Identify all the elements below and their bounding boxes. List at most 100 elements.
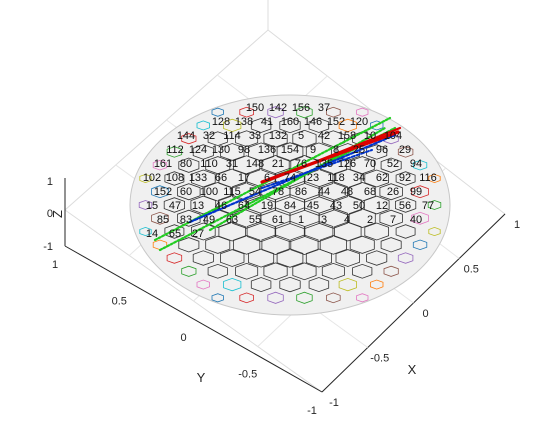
hex-cell — [261, 234, 290, 256]
hex-cell — [326, 106, 341, 118]
cell-label: 25 — [353, 144, 365, 156]
cell-label: 52 — [387, 158, 399, 170]
hex-cell — [196, 279, 211, 290]
hex-cell — [248, 142, 275, 162]
hex-cell — [383, 265, 399, 277]
cell-label: 144 — [177, 130, 195, 142]
hex-cell — [263, 262, 288, 281]
hex-cell — [275, 220, 305, 243]
cell-label: 133 — [189, 172, 207, 184]
hex-cell — [379, 209, 403, 227]
cell-label: 124 — [189, 144, 207, 156]
cell-label: 130 — [212, 144, 230, 156]
hex-cell — [163, 197, 186, 213]
hex-cell — [364, 222, 390, 241]
cell-label: 86 — [295, 186, 307, 198]
cell-label: 37 — [318, 102, 330, 114]
cell-label: 78 — [272, 186, 284, 198]
hex-cell — [369, 279, 384, 290]
cell-label: 128 — [212, 116, 230, 128]
hex-cell — [380, 237, 402, 253]
hex-cell — [338, 118, 357, 133]
cell-label: 12 — [376, 200, 388, 212]
hex-cell — [428, 226, 441, 237]
hex-cell — [397, 252, 414, 264]
cell-label: 66 — [215, 172, 227, 184]
cell-label: 98 — [238, 144, 250, 156]
cell-label: 85 — [157, 214, 169, 226]
hex-cell — [205, 156, 231, 175]
cell-label: 148 — [246, 158, 264, 170]
cell-label: 31 — [226, 158, 238, 170]
hex-cell — [181, 133, 197, 145]
cell-label: 32 — [203, 130, 215, 142]
hex-cell — [190, 169, 216, 188]
hex-cell — [411, 185, 429, 199]
hex-cell — [223, 277, 242, 292]
hex-cell — [352, 263, 373, 279]
hex-cell — [349, 156, 375, 175]
hex-cell — [397, 146, 414, 158]
hex-cell — [177, 183, 201, 201]
cell-label: 42 — [318, 130, 330, 142]
cell-label: 8 — [333, 144, 339, 156]
hex-cell — [276, 142, 304, 162]
cell-label: 2 — [367, 214, 373, 226]
cell-label: 21 — [272, 158, 284, 170]
cell-label: 19 — [261, 200, 273, 212]
hex-cell — [305, 248, 332, 268]
hex-cell — [250, 277, 272, 293]
hex-cell — [248, 248, 275, 268]
cell-label: 49 — [203, 214, 215, 226]
cell-label: 34 — [353, 172, 365, 184]
hex-cell — [276, 248, 304, 268]
hex-cell — [196, 120, 211, 131]
hex-cell — [192, 250, 214, 266]
cell-label: 43 — [330, 200, 342, 212]
hex-cell — [348, 181, 376, 202]
trajectories — [153, 116, 402, 252]
cell-label: 136 — [258, 144, 276, 156]
cell-label: 84 — [284, 200, 296, 212]
hex-cell — [290, 234, 319, 256]
cell-label: 41 — [261, 116, 273, 128]
hex-cell — [218, 194, 247, 216]
cell-label: 138 — [235, 116, 253, 128]
hex-cell — [364, 169, 390, 188]
hex-cell — [239, 292, 254, 304]
hex-cell — [152, 159, 168, 171]
hex-cell — [267, 106, 284, 119]
hex-cell — [166, 252, 183, 264]
hex-cell — [326, 292, 341, 304]
cell-label: 152 — [154, 186, 172, 198]
hex-cell — [223, 118, 242, 133]
hex-cell — [366, 144, 388, 160]
cell-label: 160 — [281, 116, 299, 128]
hex-cell — [239, 106, 254, 118]
hex-cell — [151, 185, 169, 199]
cell-label: 135 — [315, 158, 333, 170]
y-tick-label: -1 — [307, 405, 317, 417]
cell-label: 48 — [341, 186, 353, 198]
x-tick-label: 0 — [422, 308, 428, 320]
y-axis-label: Y — [197, 370, 206, 385]
hex-cell — [356, 293, 369, 303]
cell-label: 7 — [390, 214, 396, 226]
x-tick-label: -1 — [329, 397, 339, 409]
x-axis-label: X — [408, 362, 417, 377]
cell-label: 6 — [264, 172, 270, 184]
hex-cell — [292, 262, 317, 281]
hex-cell — [428, 173, 441, 184]
cell-label: 60 — [180, 186, 192, 198]
cell-label: 13 — [192, 200, 204, 212]
cell-label: 9 — [310, 144, 316, 156]
hex-cell — [211, 293, 224, 303]
hex-cell — [207, 131, 228, 147]
cell-label: 10 — [364, 130, 376, 142]
cell-label: 45 — [307, 200, 319, 212]
hex-cell — [369, 120, 384, 131]
hex-cell — [164, 171, 185, 186]
hex-cell — [267, 291, 284, 304]
